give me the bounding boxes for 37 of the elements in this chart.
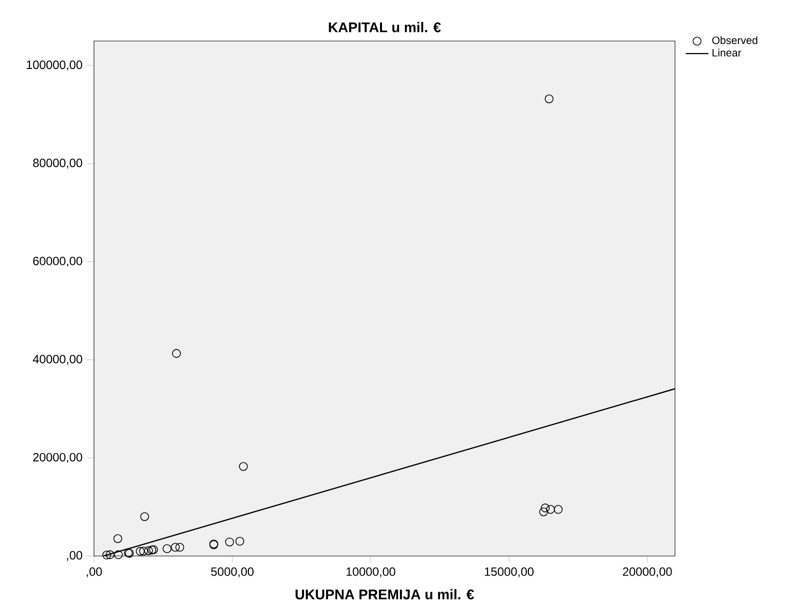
point [113,534,122,544]
point [144,546,153,556]
point [162,544,172,554]
x-tick-label: ,00 [86,567,102,578]
legend-label: Linear [712,48,742,57]
point [175,542,184,552]
x-tick-label: 5000,00 [211,567,254,578]
y-tick-label: ,00 [67,551,82,561]
point [540,504,550,512]
y-tick-label: 80000,00 [33,158,82,169]
x-tick-label: 15000,00 [484,567,534,578]
chart-title: KAPITAL u mil. € [328,22,441,32]
point [546,505,555,514]
point [136,546,145,556]
x-axis-title: UKUPNA PREMIJA u mil. € [296,589,474,600]
point [170,542,180,552]
y-tick-label: 20000,00 [33,452,82,463]
y-tick-label: 60000,00 [33,256,82,267]
point [225,538,234,546]
point [149,545,158,554]
point [139,546,148,556]
point [539,507,548,516]
y-tick-label: 100000,00 [26,60,82,70]
legend-label: Observed [712,36,758,44]
point [102,550,112,560]
point [239,462,248,471]
x-tick-label: 10000,00 [346,567,396,578]
point [114,550,123,560]
point [172,349,181,358]
y-tick-label: 40000,00 [32,354,82,365]
point [147,546,156,554]
point [235,536,244,546]
x-tick-label: 20000,00 [622,567,672,578]
point [544,94,554,104]
point [140,512,150,522]
point [106,550,114,560]
point [554,505,563,514]
